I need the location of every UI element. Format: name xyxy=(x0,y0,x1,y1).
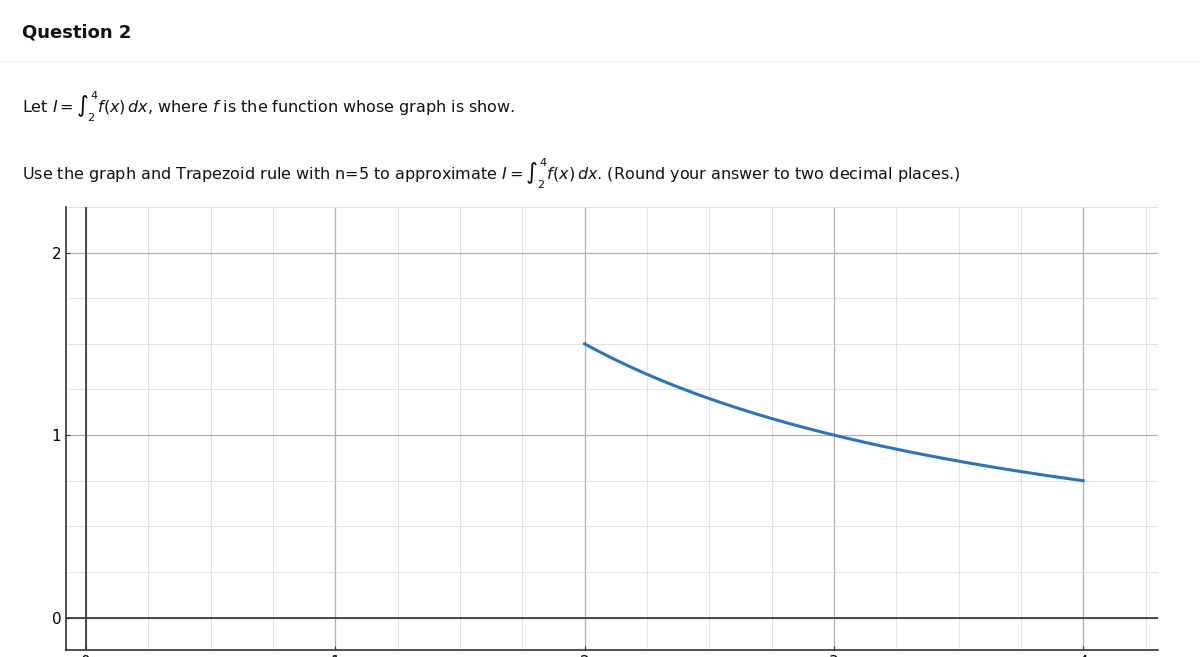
Text: Use the graph and Trapezoid rule with n=5 to approximate $I = \int_2^4 f(x)\,dx$: Use the graph and Trapezoid rule with n=… xyxy=(22,156,960,191)
Text: Let $I = \int_2^4 f(x)\,dx$, where $f$ is the function whose graph is show.: Let $I = \int_2^4 f(x)\,dx$, where $f$ i… xyxy=(22,90,515,124)
Text: Question 2: Question 2 xyxy=(22,24,131,41)
